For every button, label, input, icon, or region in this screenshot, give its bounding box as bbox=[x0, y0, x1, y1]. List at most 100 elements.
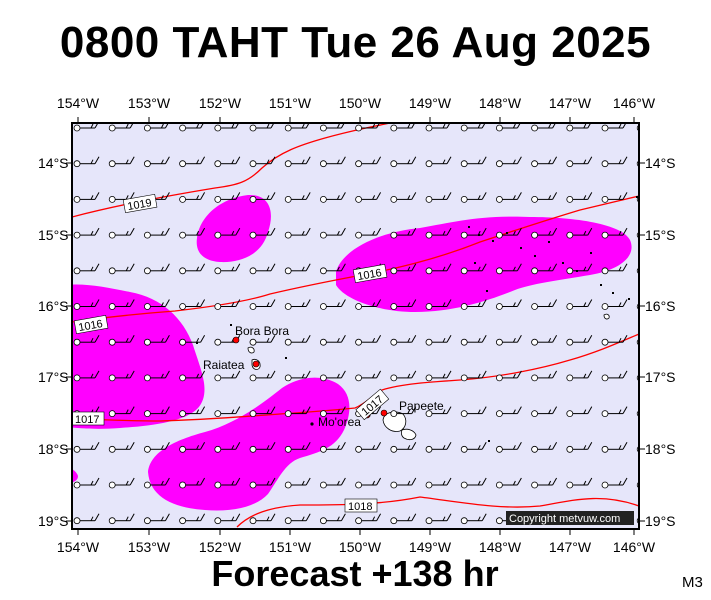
wind-barb bbox=[636, 339, 639, 346]
wind-barb bbox=[214, 370, 241, 382]
wind-barb bbox=[249, 227, 276, 239]
wind-barb bbox=[460, 263, 487, 275]
lat-label-right: 18°S bbox=[645, 441, 676, 457]
map-title: 0800 TAHT Tue 26 Aug 2025 bbox=[59, 18, 652, 67]
wind-barb bbox=[214, 123, 240, 132]
wind-barb bbox=[566, 263, 593, 275]
wind-barb bbox=[531, 406, 558, 418]
place-label-raiatea: Raiatea bbox=[203, 358, 245, 372]
wind-barb bbox=[143, 513, 170, 525]
wind-barb bbox=[108, 227, 135, 239]
wind-barb bbox=[636, 481, 639, 489]
wind-barb bbox=[460, 442, 487, 453]
longitude-labels-bottom: 154°W 153°W 152°W 151°W 150°W 149°W 148°… bbox=[57, 539, 656, 555]
wind-barb bbox=[390, 442, 417, 453]
lon-label-top: 149°W bbox=[409, 95, 452, 111]
wind-barb bbox=[601, 227, 628, 239]
wind-barb bbox=[601, 477, 628, 489]
wind-barb bbox=[73, 192, 100, 203]
copyright-text: Copyright metvuw.com bbox=[509, 513, 620, 525]
wind-barb bbox=[601, 263, 628, 275]
lon-label-bottom: 147°W bbox=[549, 539, 592, 555]
wind-barb bbox=[249, 334, 276, 346]
isobar-label-1017-west: 1017 bbox=[75, 414, 99, 426]
wind-barb bbox=[390, 334, 417, 346]
wind-barb bbox=[425, 334, 452, 346]
raiatea-marker bbox=[252, 360, 260, 368]
wind-barb bbox=[249, 263, 276, 275]
lat-label-left: 18°S bbox=[38, 441, 69, 457]
lat-label-right: 16°S bbox=[645, 298, 676, 314]
wind-barb bbox=[566, 334, 593, 346]
wind-barb bbox=[390, 227, 417, 239]
wind-barb bbox=[319, 406, 346, 418]
wind-barb bbox=[636, 196, 639, 203]
wind-barb bbox=[460, 513, 487, 525]
wind-barb bbox=[601, 156, 628, 168]
lon-label-bottom: 154°W bbox=[57, 539, 100, 555]
lat-label-right: 14°S bbox=[645, 155, 676, 171]
wind-barb bbox=[73, 263, 100, 275]
wind-barb bbox=[425, 299, 452, 310]
wind-barb bbox=[143, 477, 170, 489]
wind-barb bbox=[143, 123, 169, 132]
wind-barb bbox=[495, 406, 522, 418]
model-label: M3 bbox=[682, 574, 703, 591]
wind-barb bbox=[319, 263, 346, 275]
wind-barb bbox=[179, 477, 206, 489]
wind-barb bbox=[214, 406, 241, 418]
wind-barb bbox=[214, 442, 241, 453]
wind-barb bbox=[390, 299, 417, 310]
wind-barb bbox=[108, 406, 135, 418]
marker-dot bbox=[310, 422, 314, 426]
wind-barb bbox=[143, 406, 170, 418]
wind-barb bbox=[425, 263, 452, 275]
wind-barb bbox=[73, 299, 100, 310]
wind-barb bbox=[179, 227, 206, 239]
wind-barb bbox=[425, 406, 452, 418]
wind-barb bbox=[460, 192, 487, 203]
wind-barb bbox=[601, 370, 628, 382]
wind-barb bbox=[249, 370, 276, 382]
precip-area-south bbox=[148, 377, 350, 511]
lon-label-bottom: 152°W bbox=[199, 539, 242, 555]
wind-barb bbox=[249, 123, 275, 132]
wind-barb bbox=[355, 123, 381, 132]
wind-barb bbox=[214, 192, 241, 203]
wind-barb bbox=[601, 123, 627, 132]
wind-barb bbox=[284, 156, 311, 168]
wind-barb bbox=[179, 370, 206, 382]
wind-barb bbox=[179, 263, 206, 275]
axis-ticks bbox=[66, 117, 645, 535]
wind-barb bbox=[108, 334, 135, 346]
island-bora-bora bbox=[247, 346, 255, 354]
wind-barb bbox=[566, 370, 593, 382]
lat-label-left: 17°S bbox=[38, 369, 69, 385]
wind-barb bbox=[390, 123, 416, 132]
wind-barb bbox=[249, 156, 276, 168]
wind-barb bbox=[636, 124, 639, 132]
wind-barb bbox=[319, 299, 346, 310]
wind-barb bbox=[179, 334, 206, 346]
lon-label-top: 150°W bbox=[339, 95, 382, 111]
wind-barb bbox=[390, 263, 417, 275]
wind-barb bbox=[108, 477, 135, 489]
wind-barb bbox=[319, 513, 346, 525]
island-tahiti bbox=[382, 411, 407, 432]
wind-barb bbox=[143, 370, 170, 382]
wind-barb bbox=[319, 477, 346, 489]
wind-barb bbox=[284, 299, 311, 310]
wind-barb bbox=[214, 477, 241, 489]
wind-barb bbox=[601, 299, 628, 310]
wind-barb bbox=[355, 334, 382, 346]
map-frame bbox=[71, 122, 640, 530]
wind-barb bbox=[531, 477, 558, 489]
wind-barb bbox=[425, 192, 452, 203]
wind-barb bbox=[319, 123, 345, 132]
wind-barb bbox=[73, 123, 99, 132]
wind-barb bbox=[73, 227, 100, 239]
wind-barb bbox=[108, 156, 135, 168]
lon-label-top: 153°W bbox=[128, 95, 171, 111]
wind-barb bbox=[566, 156, 593, 168]
wind-barb bbox=[73, 477, 100, 489]
